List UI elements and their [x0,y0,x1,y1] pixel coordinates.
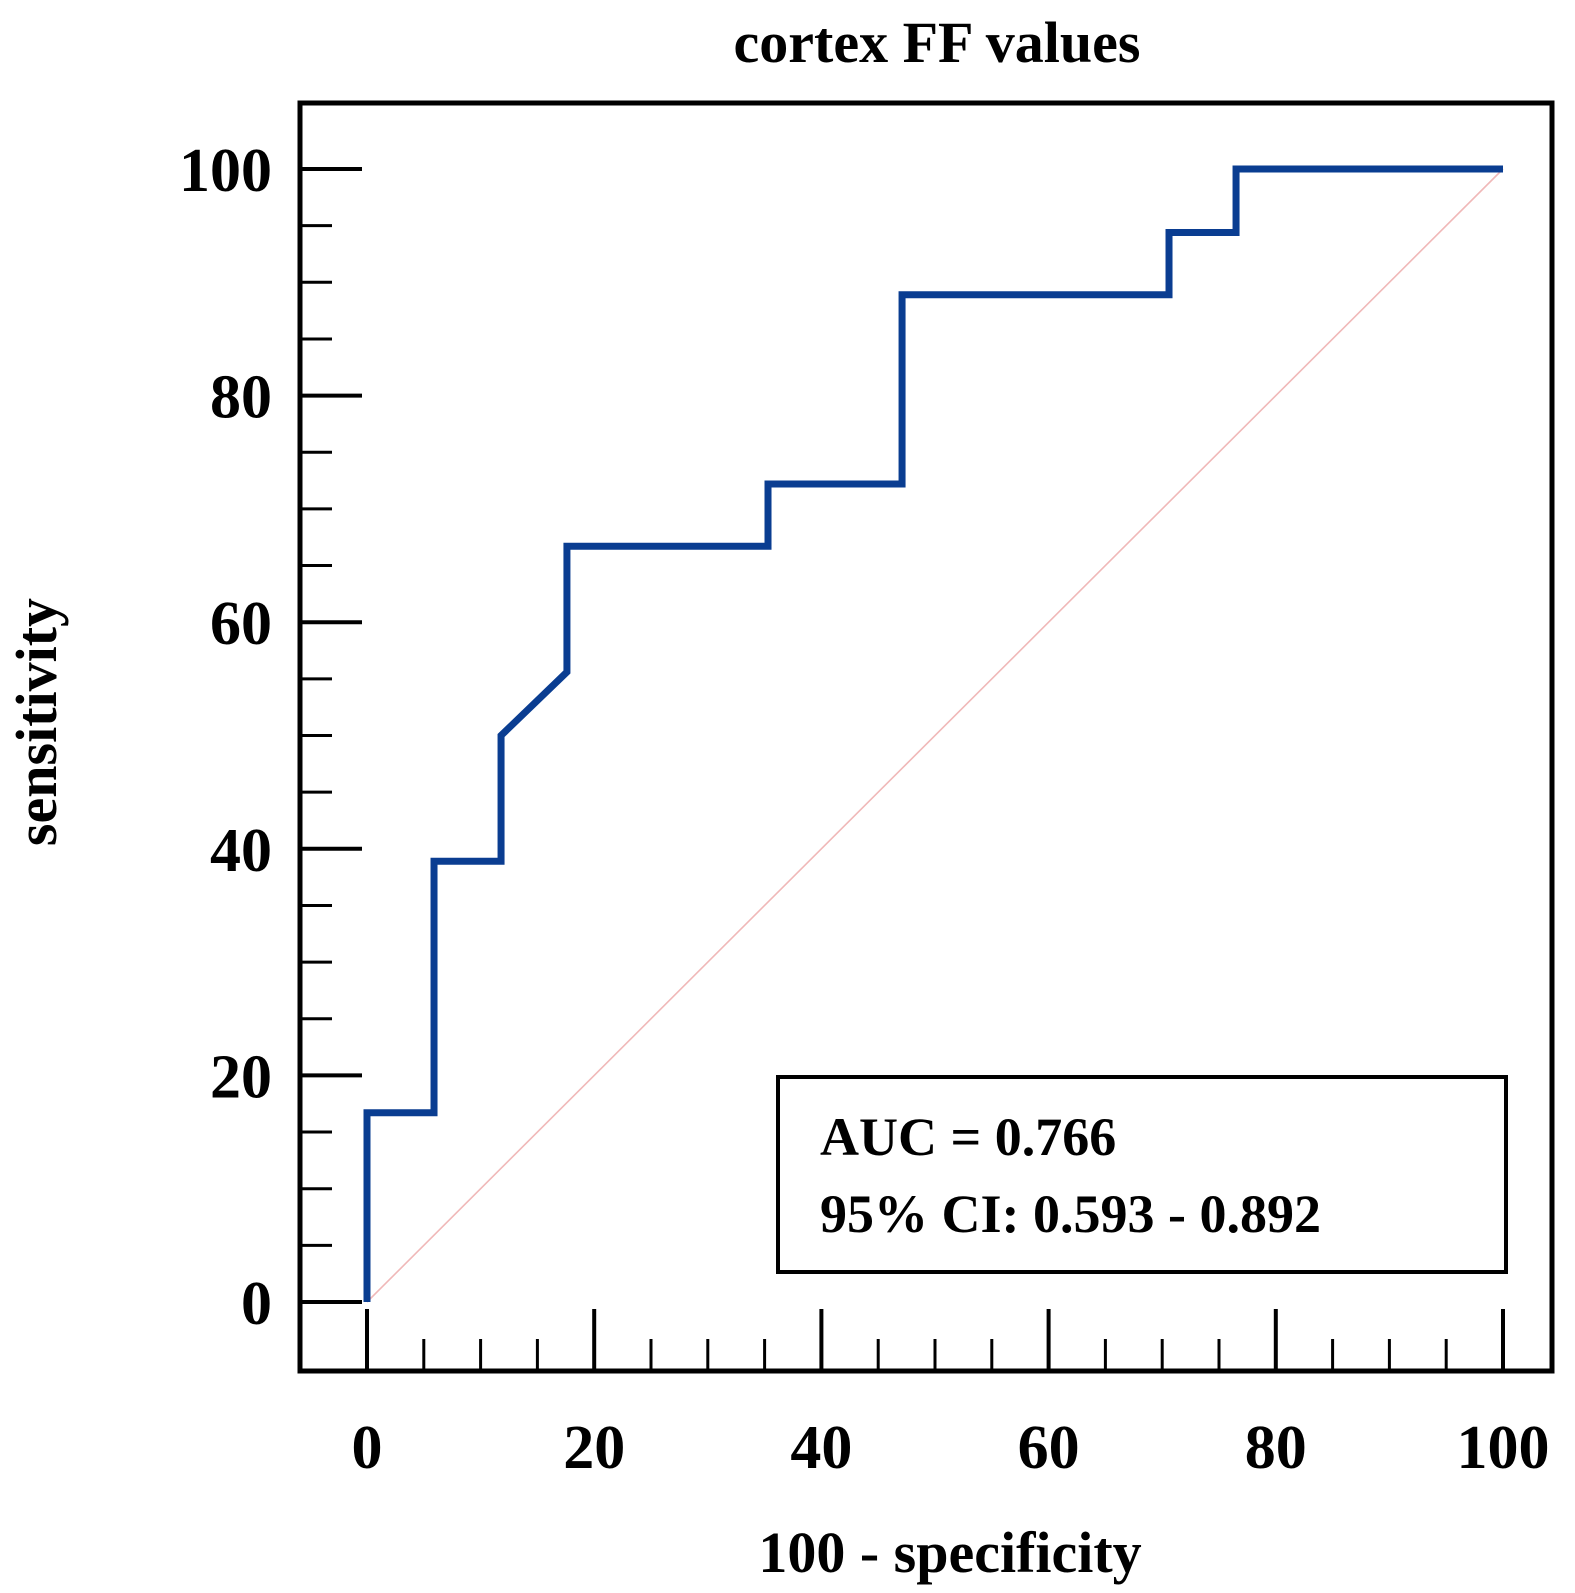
stats-box: AUC = 0.766 95% CI: 0.593 - 0.892 [776,1075,1508,1274]
x-tick-label: 80 [1245,1414,1307,1482]
x-tick-label: 40 [790,1414,852,1482]
y-tick-label: 40 [210,817,272,885]
y-axis-tick-labels: 0 20 40 60 80 100 [179,137,272,1338]
y-tick-label: 100 [179,137,272,205]
x-tick-label: 100 [1457,1414,1550,1482]
y-tick-label: 0 [241,1270,272,1338]
auc-label: AUC = 0.766 [820,1107,1116,1167]
y-tick-label: 20 [210,1043,272,1111]
x-axis-label: 100 - specificity [758,1520,1141,1585]
x-tick-label: 20 [563,1414,625,1482]
x-axis-tick-labels: 0 20 40 60 80 100 [352,1414,1550,1482]
reference-diagonal-line [366,168,1504,1303]
series-layer [363,165,1504,1303]
ci-label: 95% CI: 0.593 - 0.892 [820,1184,1321,1244]
x-axis-ticks [365,1309,1505,1371]
y-tick-label: 80 [210,364,272,432]
roc-curve-line [363,165,1503,1302]
y-axis-ticks [300,167,362,1304]
y-tick-label: 60 [210,590,272,658]
y-axis-label: sensitivity [4,598,69,846]
stats-box-frame [776,1075,1508,1274]
x-tick-label: 0 [352,1414,383,1482]
x-tick-label: 60 [1018,1414,1080,1482]
chart-title: cortex FF values [734,10,1141,75]
